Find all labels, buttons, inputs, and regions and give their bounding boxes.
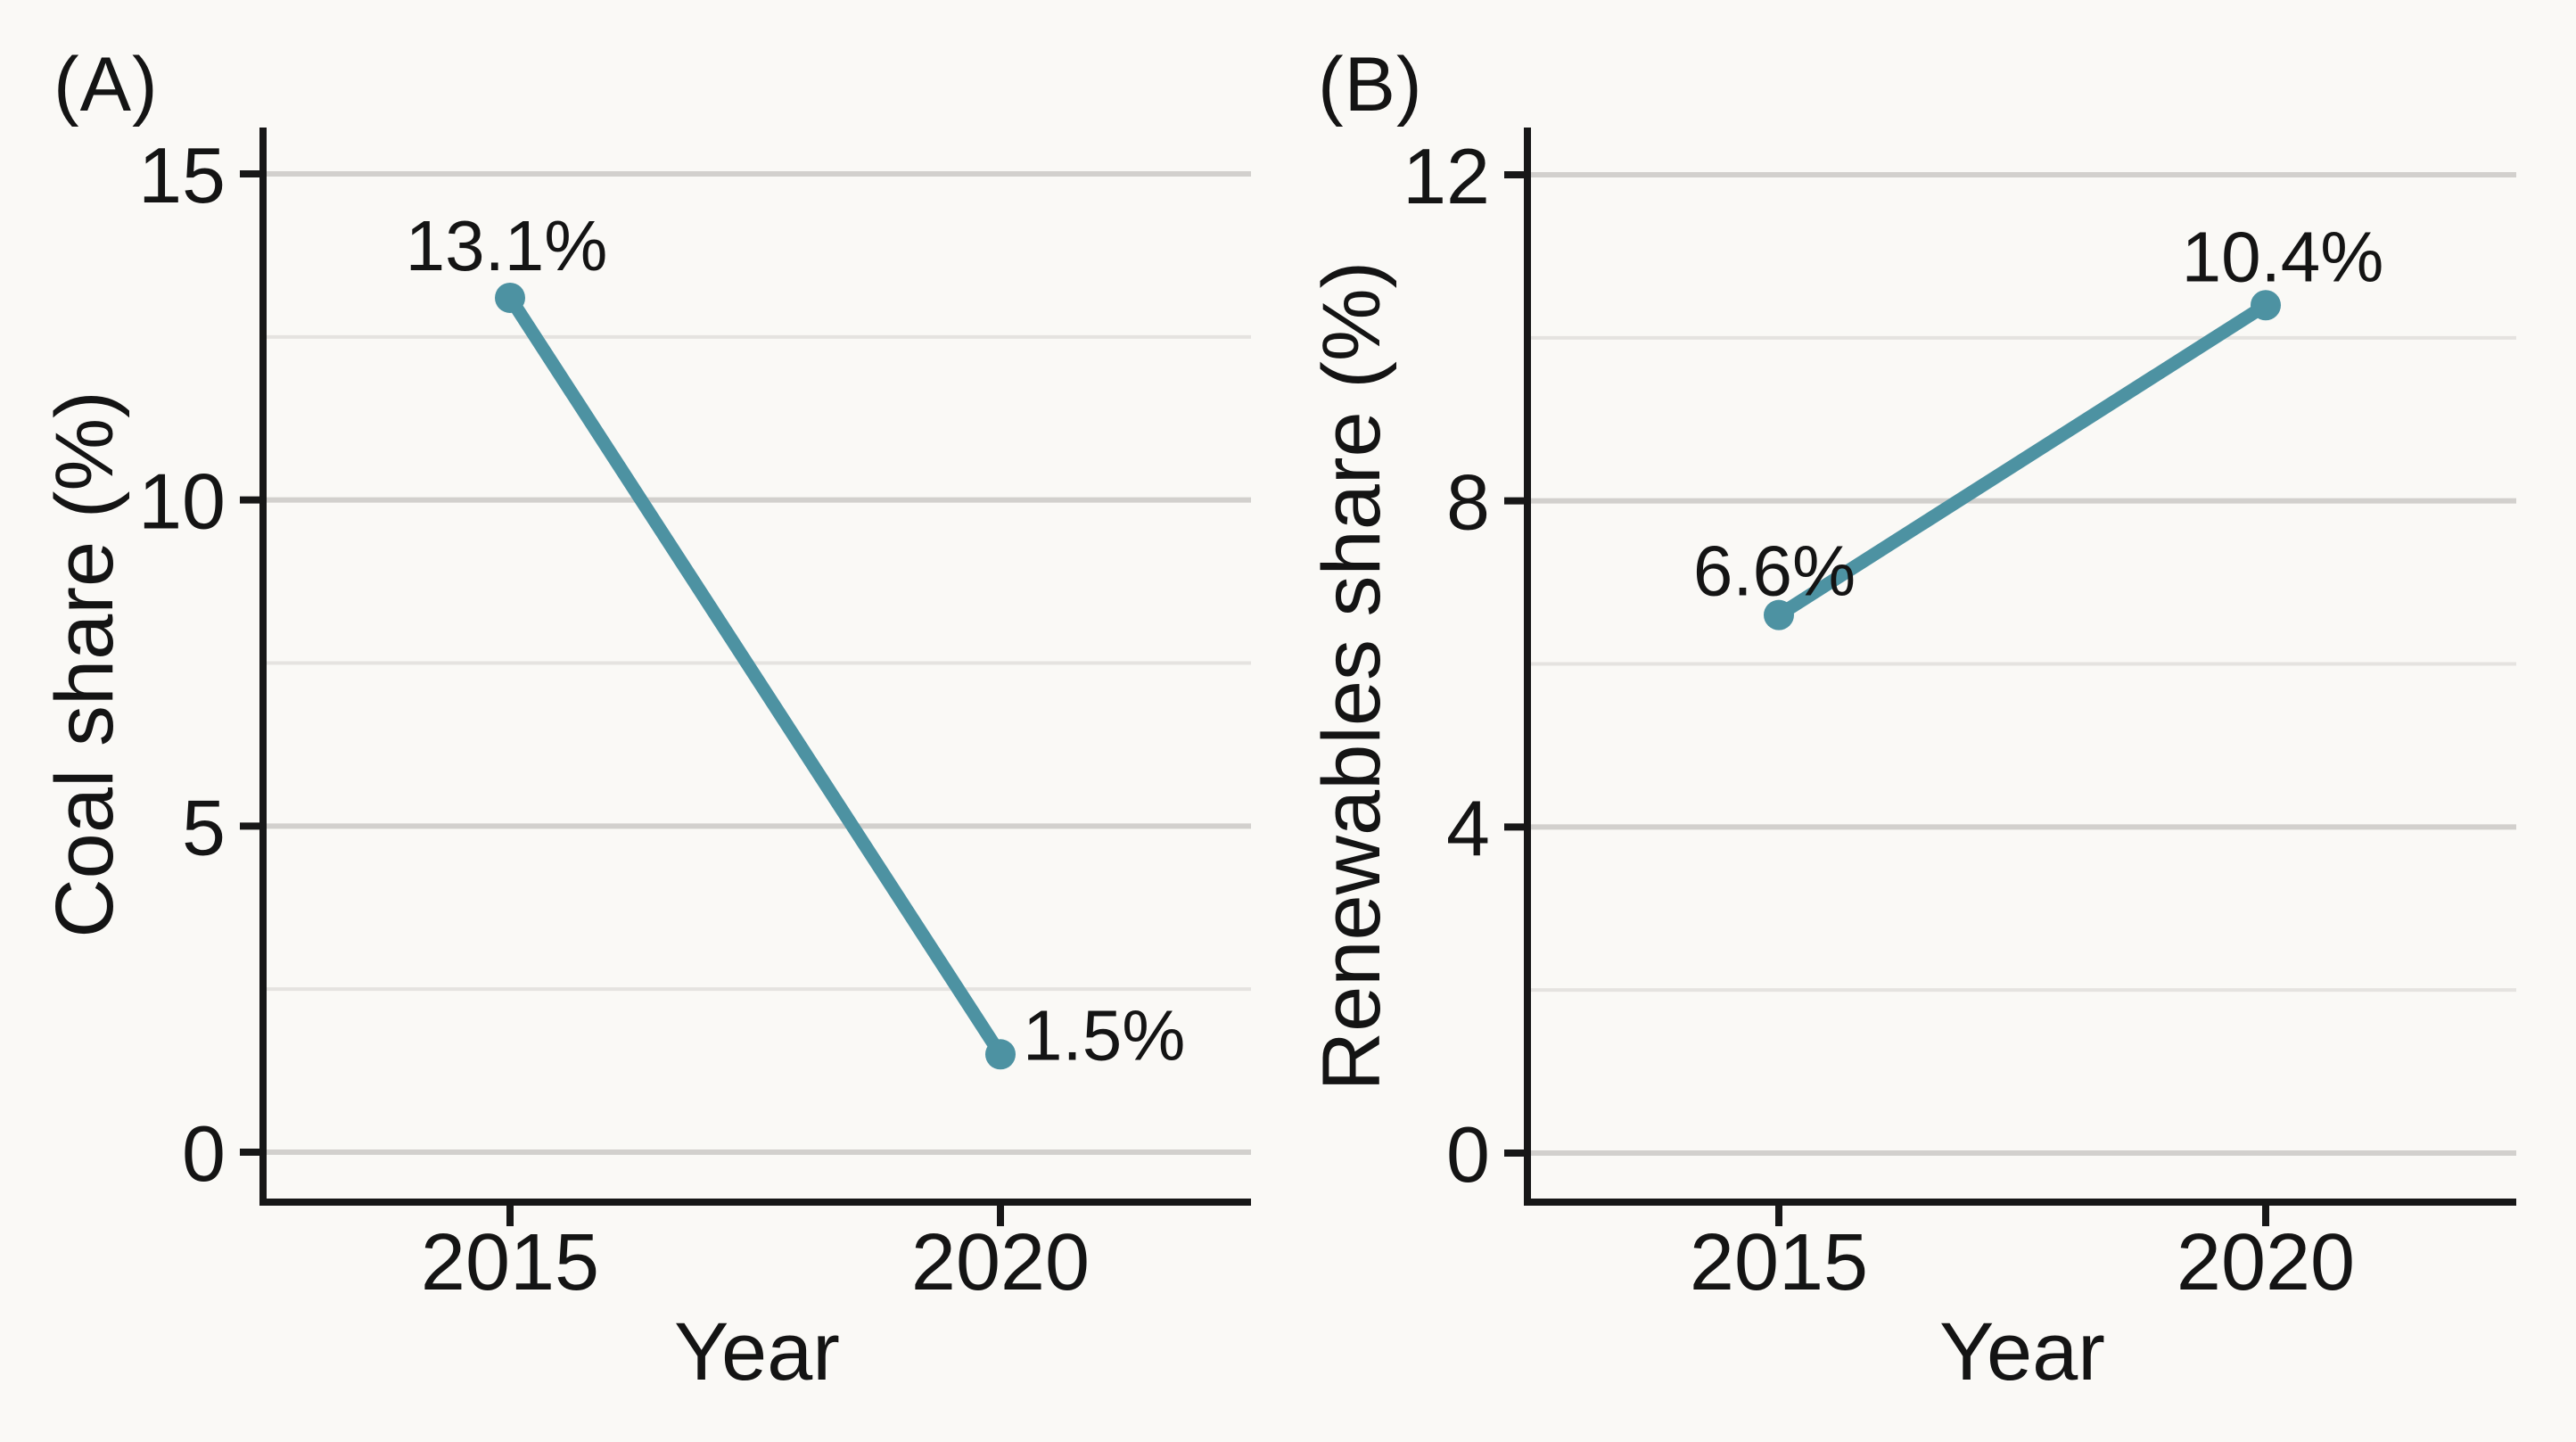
data-point-label: 13.1% xyxy=(406,206,608,285)
data-point-label: 6.6% xyxy=(1693,531,1856,611)
y-tick-label: 0 xyxy=(182,1109,226,1198)
panel-a-x-axis-title: Year xyxy=(674,1306,840,1397)
data-point-marker xyxy=(2251,290,2281,321)
panel-b-label: (B) xyxy=(1318,42,1423,128)
x-tick-label: 2020 xyxy=(911,1218,1090,1307)
y-tick-label: 0 xyxy=(1446,1110,1490,1199)
panel-b-x-axis-title: Year xyxy=(1939,1306,2105,1397)
x-tick-label: 2020 xyxy=(2177,1218,2355,1307)
y-tick-label: 4 xyxy=(1446,784,1490,872)
x-tick-label: 2015 xyxy=(421,1218,599,1307)
y-tick-label: 5 xyxy=(182,783,226,871)
data-point-marker xyxy=(1764,599,1794,630)
y-tick-label: 15 xyxy=(138,131,226,219)
data-point-marker xyxy=(495,282,525,313)
data-point-marker xyxy=(985,1039,1016,1070)
y-tick-label: 12 xyxy=(1403,132,1490,220)
x-tick-label: 2015 xyxy=(1690,1218,1868,1307)
panel-a-label: (A) xyxy=(53,42,159,128)
y-tick-label: 10 xyxy=(138,457,226,546)
series-line xyxy=(1772,298,2273,622)
data-point-label: 1.5% xyxy=(1023,995,1185,1075)
series-line xyxy=(503,291,1008,1061)
data-point-label: 10.4% xyxy=(2182,217,2384,296)
y-tick-label: 8 xyxy=(1446,458,1490,547)
